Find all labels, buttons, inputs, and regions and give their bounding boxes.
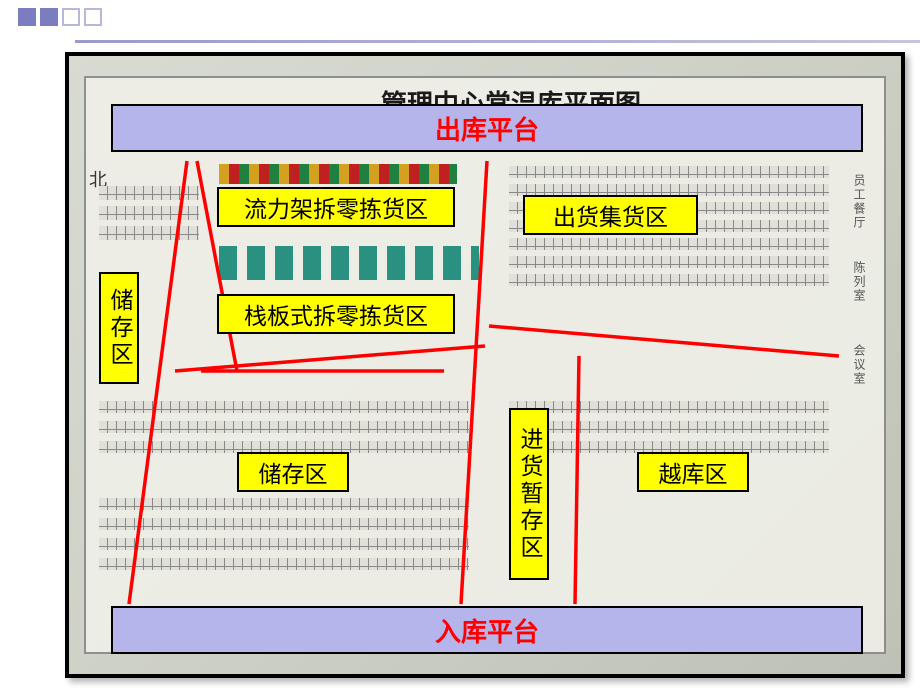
shelf-row <box>509 238 829 250</box>
shelf-row <box>99 401 469 413</box>
side-room-label: 陈列室 <box>851 261 868 303</box>
shelf-row <box>99 186 199 200</box>
zone-label-pallet-pick: 栈板式拆零拣货区 <box>217 294 455 334</box>
photo-frame: ……管理中心常温库平面图 北 出库平台 入库平台 流力架拆零拣货区出货集货区栈板… <box>65 52 905 678</box>
square-icon <box>18 8 36 26</box>
zone-label-crossdock: 越库区 <box>637 452 749 492</box>
flow-rack-colors <box>219 164 457 184</box>
shelf-row <box>509 401 829 413</box>
zone-label-storage-bottom: 储存区 <box>237 452 349 492</box>
shelf-row <box>509 166 829 178</box>
corner-squares <box>18 8 102 26</box>
header-divider <box>75 40 920 43</box>
square-icon <box>40 8 58 26</box>
zone-label-storage-left: 储存区 <box>99 272 139 384</box>
zone-label-flow-rack-pick: 流力架拆零拣货区 <box>217 187 455 227</box>
shelf-row <box>509 274 829 286</box>
banner-label: 出库平台 <box>435 110 539 147</box>
shelf-row <box>99 558 469 570</box>
shelf-row <box>509 256 829 268</box>
pallet-blocks <box>219 246 479 280</box>
outbound-platform-banner: 出库平台 <box>111 104 863 152</box>
zone-label-recv-temp: 进货暂存区 <box>509 408 549 580</box>
square-outline-icon <box>62 8 80 26</box>
zone-label-ship-staging: 出货集货区 <box>523 195 698 235</box>
shelf-row <box>99 206 199 220</box>
banner-label: 入库平台 <box>435 612 539 649</box>
inbound-platform-banner: 入库平台 <box>111 606 863 654</box>
shelf-row <box>99 538 469 550</box>
shelf-row <box>99 498 469 510</box>
side-room-label: 会议室 <box>851 344 868 386</box>
shelf-row <box>99 421 469 433</box>
slide-header <box>0 0 920 40</box>
shelf-row <box>99 518 469 530</box>
warehouse-map-photo: ……管理中心常温库平面图 北 出库平台 入库平台 流力架拆零拣货区出货集货区栈板… <box>69 56 901 674</box>
shelf-row <box>509 421 829 433</box>
shelf-row <box>99 226 199 240</box>
square-outline-icon <box>84 8 102 26</box>
side-room-label: 员工餐厅 <box>851 174 868 230</box>
